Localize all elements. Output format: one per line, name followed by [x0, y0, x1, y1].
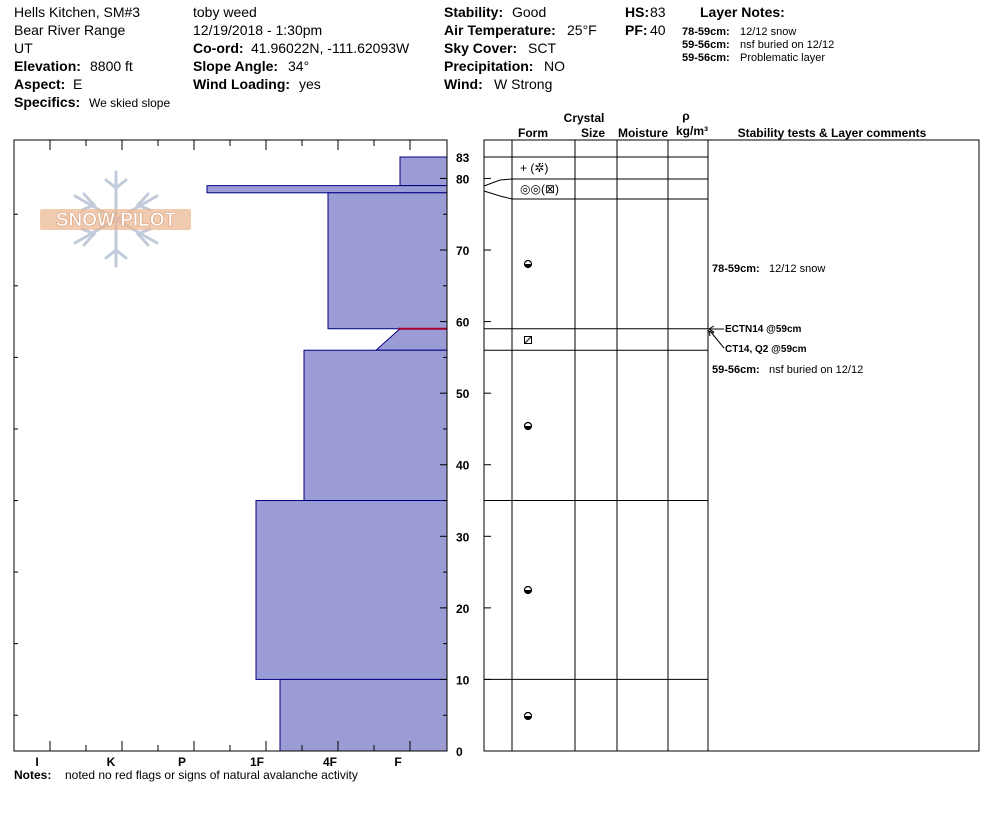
hardness-scale-label: I: [35, 755, 38, 769]
hardness-layer: [374, 328, 448, 351]
crystal-header: Crystal: [564, 111, 605, 125]
layer-comment-text: nsf buried on 12/12: [769, 364, 863, 376]
specifics-value: We skied slope: [89, 96, 170, 110]
moisture-header: Moisture: [618, 126, 668, 140]
stability-test-label: CT14, Q2 @59cm: [725, 344, 807, 355]
hardness-layer: [327, 192, 448, 330]
depth-tick-label: 50: [456, 387, 470, 401]
layer-row-connector: [483, 178, 513, 187]
rounded-grain-icon: [523, 585, 533, 595]
depth-tick-label: 83: [456, 151, 470, 165]
coord-value: 41.96022N, -111.62093W: [251, 40, 410, 56]
sky-label: Sky Cover:: [444, 40, 517, 56]
layer-notes-title: Layer Notes:: [700, 4, 785, 20]
range-text: Bear River Range: [14, 22, 125, 38]
logo-banner: [40, 209, 191, 230]
depth-tick-label: 80: [456, 172, 470, 186]
hs-label: HS:: [625, 4, 649, 20]
hardness-scale-label: F: [394, 755, 401, 769]
depth-tick-label: 70: [456, 244, 470, 258]
crystal-form-symbol: ◎◎(⊠): [520, 182, 559, 196]
stability-label: Stability:: [444, 4, 503, 20]
rounded-grain-icon: [523, 711, 533, 721]
crystal-form-symbol: + (✲̈): [520, 161, 548, 175]
depth-tick-label: 0: [456, 745, 463, 759]
hardness-layer: [206, 185, 448, 194]
elevation-value: 8800 ft: [90, 58, 133, 74]
hardness-scale-label: P: [178, 755, 186, 769]
hardness-scale-label: 1F: [250, 755, 264, 769]
datetime-text: 12/19/2018 - 1:30pm: [193, 22, 322, 38]
specifics-label: Specifics:: [14, 94, 80, 110]
hardness-profile-plot: I K P 1F 4F F: [13, 139, 448, 769]
wind-value: W Strong: [494, 76, 552, 92]
depth-tick-label: 60: [456, 316, 470, 330]
size-header: Size: [581, 126, 605, 140]
wind-loading-label: Wind Loading:: [193, 76, 290, 92]
layer-table-frame: [483, 139, 980, 752]
stability-tests-header: Stability tests & Layer comments: [738, 126, 927, 140]
observer-text: toby weed: [193, 4, 257, 20]
air-temp-label: Air Temperature:: [444, 22, 556, 38]
precip-label: Precipitation:: [444, 58, 533, 74]
rho-header: ρ: [682, 109, 689, 123]
hs-value: 83: [650, 4, 666, 20]
wind-label: Wind:: [444, 76, 483, 92]
arrow-head-icon: [708, 330, 715, 337]
layer-note-range: 59-56cm:: [682, 52, 730, 64]
layer-note-text: Problematic layer: [740, 52, 825, 64]
depth-tick-label: 10: [456, 673, 470, 687]
layer-table: + (✲̈) ◎◎(⊠) 78-59cm: 12/12 snow 59-56cm: ns…: [483, 139, 980, 752]
notes-label: Notes:: [14, 768, 51, 782]
aspect-value: E: [73, 76, 82, 92]
layer-comment-range: 78-59cm:: [712, 263, 760, 275]
depth-tick-label: 20: [456, 602, 470, 616]
depth-tick-label: 30: [456, 530, 470, 544]
aspect-label: Aspect:: [14, 76, 65, 92]
slope-label: Slope Angle:: [193, 58, 278, 74]
density-header: kg/m³: [676, 124, 708, 138]
pf-value: 40: [650, 22, 666, 38]
stability-test-label: ECTN14 @59cm: [725, 324, 802, 335]
hardness-layer: [399, 156, 448, 187]
pf-label: PF:: [625, 22, 648, 38]
depth-axis: 0 10 20 30 40 50 60 70 80 83: [14, 151, 491, 759]
state-text: UT: [14, 40, 33, 56]
layer-comment-text: 12/12 snow: [769, 263, 825, 275]
coord-label: Co-ord:: [193, 40, 244, 56]
layer-row-connector: [483, 190, 513, 200]
rounded-grain-icon: [523, 259, 533, 269]
air-temp-value: 25°F: [567, 22, 597, 38]
form-header: Form: [518, 126, 548, 140]
notes-text: noted no red flags or signs of natural a…: [65, 768, 358, 782]
arrow-head-icon: [708, 325, 715, 333]
snow-pilot-logo: SNOW PILOT: [40, 170, 191, 268]
hardness-layer: [255, 500, 448, 680]
location-text: Hells Kitchen, SM#3: [14, 4, 140, 20]
slope-value: 34°: [288, 58, 309, 74]
depth-tick-label: 40: [456, 459, 470, 473]
layer-note-text: nsf buried on 12/12: [740, 39, 834, 51]
rounded-grain-icon: [523, 421, 533, 431]
sky-value: SCT: [528, 40, 556, 56]
wind-loading-value: yes: [299, 76, 321, 92]
hardness-scale-label: K: [107, 755, 116, 769]
stability-value: Good: [512, 4, 546, 20]
hardness-scale-label: 4F: [323, 755, 337, 769]
logo-text: SNOW PILOT: [56, 210, 177, 231]
elevation-label: Elevation:: [14, 58, 81, 74]
stability-test-arrow: [709, 330, 725, 349]
layer-note-text: 12/12 snow: [740, 26, 796, 38]
hardness-layer: [303, 349, 448, 502]
hardness-layer: [279, 678, 448, 752]
layer-note-range: 78-59cm:: [682, 26, 730, 38]
precip-value: NO: [544, 58, 565, 74]
layer-note-range: 59-56cm:: [682, 39, 730, 51]
faceted-crystal-icon: [524, 336, 532, 344]
layer-comment-range: 59-56cm:: [712, 364, 760, 376]
